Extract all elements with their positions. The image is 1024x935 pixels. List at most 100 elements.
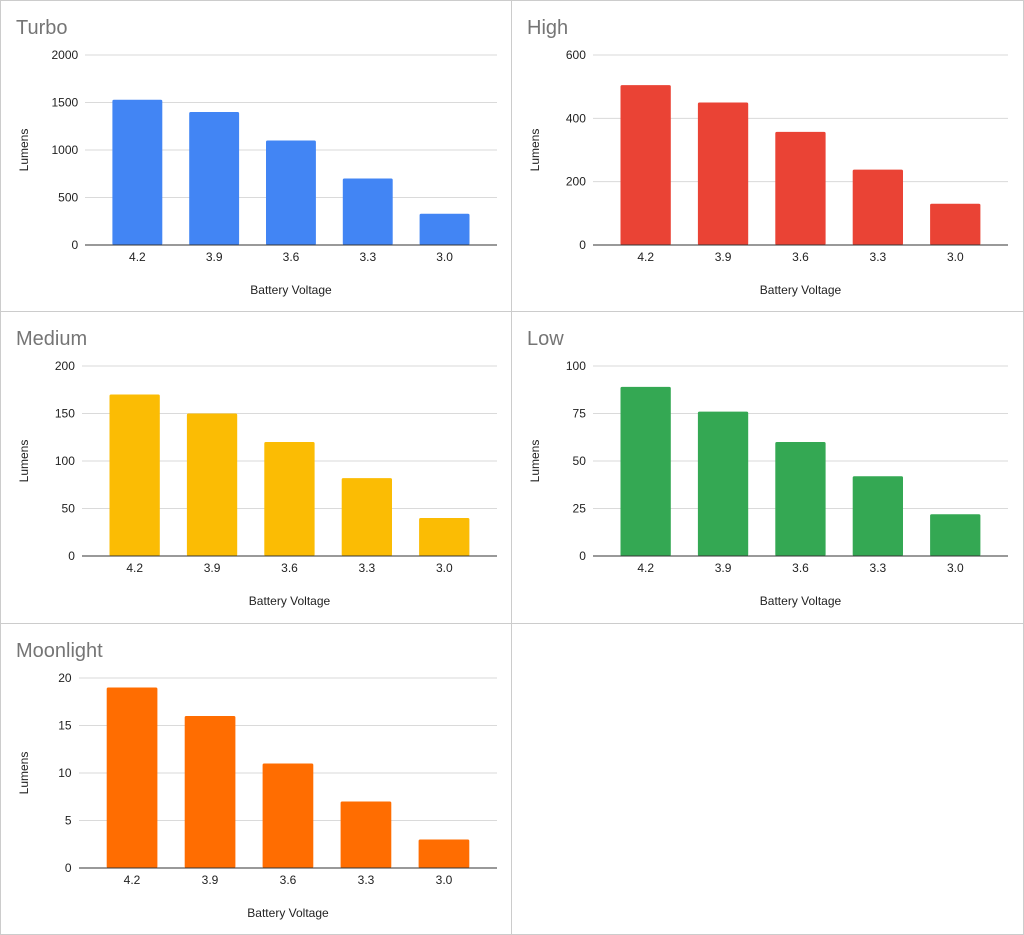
y-tick-label: 600 <box>566 48 586 62</box>
x-tick-label: 3.6 <box>792 561 809 575</box>
x-tick-label: 3.3 <box>358 873 375 887</box>
bar-4-2[interactable] <box>109 394 160 557</box>
chart-panel-medium: Medium 0 50 100 150 200 4.2 3.9 3.6 3.3 3.0 Battery… <box>0 311 512 624</box>
y-tick-label: 20 <box>58 671 72 685</box>
bar-3-3[interactable] <box>341 478 392 556</box>
y-tick-label: 0 <box>579 549 586 563</box>
bar-3-6[interactable] <box>775 442 826 556</box>
chart-title: High <box>527 17 568 39</box>
y-tick-label: 0 <box>65 861 72 875</box>
y-tick-label: 10 <box>58 766 72 780</box>
bar-3-9[interactable] <box>189 112 240 245</box>
y-tick-label: 0 <box>72 238 79 252</box>
bar-4-2[interactable] <box>620 85 671 245</box>
x-tick-label: 3.6 <box>281 561 298 575</box>
high-chart: High 0 200 400 600 4.2 3.9 3.6 3.3 3.0 Battery Vol… <box>527 17 1008 297</box>
y-axis-label: Lumens <box>17 129 31 172</box>
y-axis-label: Lumens <box>528 440 542 483</box>
x-tick-label: 4.2 <box>637 561 654 575</box>
x-tick-label: 3.6 <box>283 250 300 264</box>
x-tick-label: 3.3 <box>870 250 887 264</box>
chart-title: Moonlight <box>16 640 103 662</box>
y-tick-label: 15 <box>58 719 72 733</box>
y-tick-label: 5 <box>65 814 72 828</box>
bar-3-3[interactable] <box>852 476 903 556</box>
x-tick-label: 3.0 <box>947 250 964 264</box>
x-axis-label: Battery Voltage <box>760 594 842 608</box>
x-tick-label: 3.6 <box>792 250 809 264</box>
y-axis-label: Lumens <box>528 129 542 172</box>
x-tick-label: 4.2 <box>124 873 141 887</box>
y-tick-label: 0 <box>68 549 75 563</box>
bar-3-0[interactable] <box>930 514 981 556</box>
x-tick-label: 3.0 <box>436 873 453 887</box>
x-axis-label: Battery Voltage <box>247 906 329 920</box>
y-tick-label: 400 <box>566 111 586 125</box>
y-tick-label: 50 <box>573 454 587 468</box>
y-tick-label: 200 <box>55 359 75 373</box>
y-tick-label: 100 <box>55 454 75 468</box>
x-tick-label: 3.9 <box>715 561 732 575</box>
y-tick-label: 150 <box>55 407 75 421</box>
chart-title: Low <box>527 328 564 350</box>
empty-panel <box>511 623 1024 935</box>
turbo-chart: Turbo 0 500 1000 1500 2000 4.2 3.9 3.6 3.3 3.0 Batt… <box>16 17 497 297</box>
y-tick-label: 2000 <box>51 48 78 62</box>
x-tick-label: 3.9 <box>715 250 732 264</box>
bar-3-0[interactable] <box>930 203 981 245</box>
bar-3-3[interactable] <box>340 801 392 869</box>
x-tick-label: 4.2 <box>637 250 654 264</box>
bar-3-6[interactable] <box>264 442 315 556</box>
y-tick-label: 25 <box>573 502 587 516</box>
x-tick-label: 3.9 <box>204 561 221 575</box>
y-axis-label: Lumens <box>17 440 31 483</box>
chart-panel-low: Low 0 25 50 75 100 4.2 3.9 3.6 3.3 3.0 Battery Volt… <box>511 311 1024 624</box>
y-tick-label: 1500 <box>51 96 78 110</box>
bar-4-2[interactable] <box>620 386 671 556</box>
x-tick-label: 3.3 <box>359 561 376 575</box>
y-tick-label: 1000 <box>51 143 78 157</box>
chart-title: Turbo <box>16 17 68 39</box>
x-tick-label: 4.2 <box>126 561 143 575</box>
chart-panel-moonlight: Moonlight 0 5 10 15 20 4.2 3.9 3.6 3.3 3.0 Battery … <box>0 623 512 935</box>
bar-3-6[interactable] <box>775 131 826 245</box>
bar-3-6[interactable] <box>262 763 314 869</box>
bar-3-9[interactable] <box>186 413 238 557</box>
y-tick-label: 500 <box>58 191 78 205</box>
y-tick-label: 50 <box>62 502 76 516</box>
x-axis-label: Battery Voltage <box>249 594 331 608</box>
moonlight-chart: Moonlight 0 5 10 15 20 4.2 3.9 3.6 3.3 3.0 Battery … <box>16 640 497 920</box>
bar-4-2[interactable] <box>112 99 163 245</box>
bar-4-2[interactable] <box>106 687 158 869</box>
x-axis-label: Battery Voltage <box>760 283 842 297</box>
x-tick-label: 3.6 <box>280 873 297 887</box>
x-tick-label: 3.0 <box>436 561 453 575</box>
x-axis-label: Battery Voltage <box>250 283 332 297</box>
bar-3-0[interactable] <box>419 213 470 245</box>
x-tick-label: 3.3 <box>870 561 887 575</box>
y-axis-label: Lumens <box>17 752 31 795</box>
bar-3-3[interactable] <box>852 169 903 245</box>
bar-3-0[interactable] <box>419 518 470 556</box>
bar-3-0[interactable] <box>418 839 470 869</box>
chart-title: Medium <box>16 328 87 350</box>
bar-3-9[interactable] <box>697 102 749 246</box>
bar-3-6[interactable] <box>266 140 316 246</box>
medium-chart: Medium 0 50 100 150 200 4.2 3.9 3.6 3.3 3.0 Battery… <box>16 328 497 608</box>
low-chart: Low 0 25 50 75 100 4.2 3.9 3.6 3.3 3.0 Battery Volt… <box>527 328 1008 608</box>
y-tick-label: 0 <box>579 238 586 252</box>
x-tick-label: 3.0 <box>436 250 453 264</box>
chart-panel-high: High 0 200 400 600 4.2 3.9 3.6 3.3 3.0 Battery Vol… <box>511 0 1024 312</box>
chart-panel-turbo: Turbo 0 500 1000 1500 2000 4.2 3.9 3.6 3.3 3.0 Batt… <box>0 0 512 312</box>
x-tick-label: 4.2 <box>129 250 146 264</box>
bar-3-3[interactable] <box>342 178 393 246</box>
y-tick-label: 75 <box>573 407 587 421</box>
y-tick-label: 100 <box>566 359 586 373</box>
x-tick-label: 3.9 <box>202 873 219 887</box>
x-tick-label: 3.9 <box>206 250 223 264</box>
x-tick-label: 3.0 <box>947 561 964 575</box>
bar-3-9[interactable] <box>697 411 749 556</box>
x-tick-label: 3.3 <box>359 250 376 264</box>
bar-3-9[interactable] <box>184 716 236 868</box>
